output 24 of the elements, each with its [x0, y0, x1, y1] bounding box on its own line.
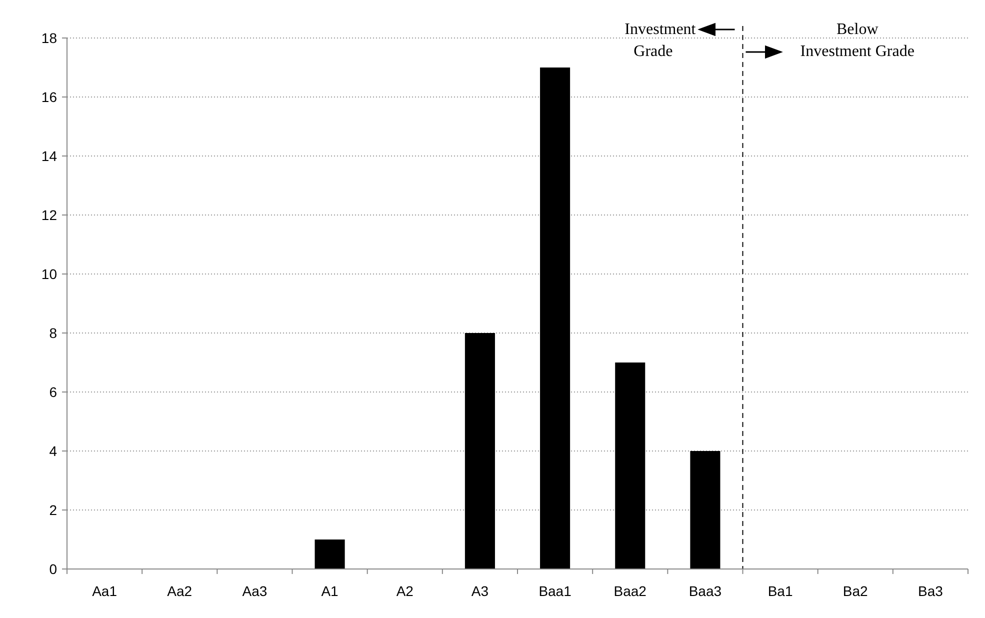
- annotation: Below Investment Grade: [800, 21, 914, 60]
- x-tick-label: Ba2: [842, 583, 868, 599]
- x-tick-label: Baa1: [538, 583, 572, 599]
- y-tick-label: 12: [41, 206, 58, 223]
- x-tick-label: Baa2: [614, 583, 647, 599]
- x-tick-label: Aa1: [92, 583, 118, 599]
- y-tick-label: 6: [49, 384, 58, 400]
- x-tick-label: Aa3: [242, 583, 268, 599]
- y-tick-label: 16: [41, 88, 58, 105]
- y-tick-label: 10: [41, 266, 58, 282]
- y-tick-label: 18: [41, 30, 58, 46]
- x-tick-label: Baa3: [688, 583, 722, 599]
- x-tick-label: A2: [396, 583, 414, 599]
- y-tick-label: 4: [49, 442, 58, 459]
- y-tick-label: 14: [41, 148, 58, 164]
- y-tick-label: 8: [49, 324, 58, 341]
- x-tick-label: A1: [321, 583, 339, 599]
- x-tick-label: Aa2: [167, 583, 192, 599]
- y-tick-label: 2: [49, 502, 58, 518]
- annotation: Investment Grade: [624, 21, 696, 60]
- y-tick-label: 0: [49, 560, 58, 577]
- x-tick-label: Ba3: [918, 583, 944, 599]
- x-tick-label: Ba1: [768, 583, 793, 599]
- x-tick-label: A3: [471, 583, 489, 599]
